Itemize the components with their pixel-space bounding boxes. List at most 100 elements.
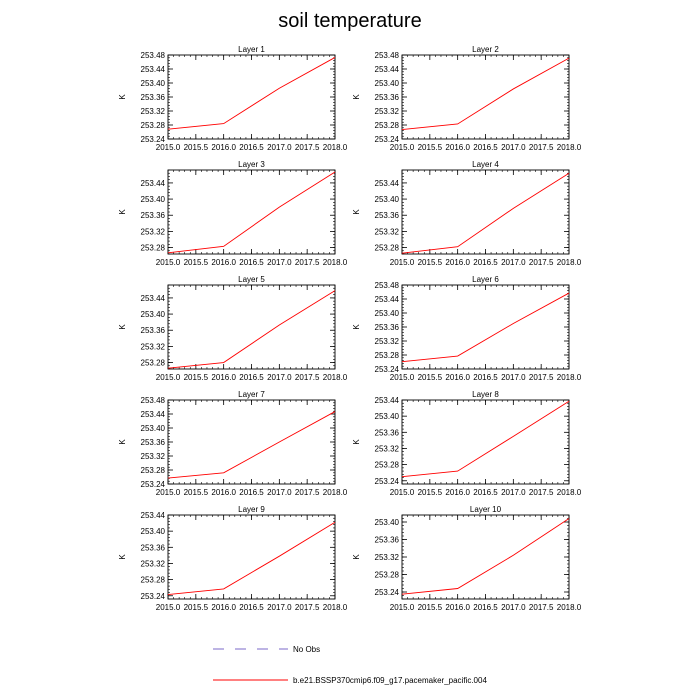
series-line — [401, 172, 570, 254]
y-tick-label: 253.36 — [375, 93, 400, 102]
y-tick-label: 253.32 — [375, 337, 400, 346]
plot-frame — [167, 169, 336, 255]
y-tick-label: 253.36 — [375, 536, 400, 545]
x-tick-label: 2017.5 — [295, 488, 320, 497]
y-tick-label: 253.40 — [375, 195, 400, 204]
x-tick-label: 2015.0 — [156, 488, 181, 497]
plot-frame — [167, 284, 336, 370]
x-tick-label: 2017.5 — [529, 488, 554, 497]
y-tick-label: 253.32 — [141, 452, 166, 461]
x-tick-label: 2016.0 — [211, 373, 236, 382]
x-tick-label: 2015.5 — [418, 603, 443, 612]
x-tick-label: 2017.5 — [529, 258, 554, 267]
y-tick-label: 253.24 — [375, 135, 400, 144]
y-tick-label: 253.28 — [375, 351, 400, 360]
x-tick-label: 2018.0 — [323, 143, 348, 152]
y-tick-label: 253.36 — [141, 543, 166, 552]
y-tick-label: 253.40 — [141, 527, 166, 536]
x-tick-label: 2016.0 — [211, 488, 236, 497]
x-tick-label: 2017.5 — [529, 373, 554, 382]
y-axis-label: K — [352, 439, 361, 445]
x-tick-label: 2015.5 — [184, 603, 209, 612]
y-tick-label: 253.44 — [141, 410, 166, 419]
x-tick-label: 2017.5 — [295, 143, 320, 152]
x-tick-label: 2016.0 — [445, 143, 470, 152]
x-tick-label: 2017.0 — [267, 603, 292, 612]
plot-frame — [401, 514, 570, 600]
x-tick-label: 2015.0 — [156, 258, 181, 267]
x-tick-label: 2017.0 — [501, 143, 526, 152]
y-tick-label: 253.44 — [375, 295, 400, 304]
y-tick-label: 253.44 — [375, 396, 400, 405]
x-tick-label: 2017.5 — [529, 143, 554, 152]
plot-frame — [167, 399, 336, 485]
x-tick-label: 2015.5 — [418, 488, 443, 497]
y-tick-label: 253.40 — [375, 309, 400, 318]
panel-title: Layer 4 — [472, 160, 499, 169]
y-tick-label: 253.32 — [141, 559, 166, 568]
y-axis-label: K — [118, 94, 127, 100]
y-tick-label: 253.28 — [375, 121, 400, 130]
x-tick-label: 2015.5 — [418, 373, 443, 382]
y-tick-label: 253.44 — [375, 65, 400, 74]
plot-frame — [167, 514, 336, 600]
panel-title: Layer 10 — [470, 505, 502, 514]
x-tick-label: 2015.0 — [156, 373, 181, 382]
y-tick-label: 253.36 — [375, 428, 400, 437]
x-tick-label: 2016.5 — [473, 488, 498, 497]
figure-title: soil temperature — [278, 10, 421, 32]
x-tick-label: 2018.0 — [557, 258, 582, 267]
y-tick-label: 253.36 — [375, 323, 400, 332]
series-line — [167, 290, 336, 369]
y-tick-label: 253.32 — [141, 107, 166, 116]
x-tick-label: 2015.0 — [390, 488, 415, 497]
x-tick-label: 2017.5 — [295, 373, 320, 382]
y-tick-label: 253.44 — [141, 294, 166, 303]
y-tick-label: 253.40 — [141, 79, 166, 88]
y-axis-label: K — [118, 324, 127, 330]
x-tick-label: 2018.0 — [557, 373, 582, 382]
y-axis-label: K — [352, 324, 361, 330]
y-tick-label: 253.32 — [375, 444, 400, 453]
x-tick-label: 2015.5 — [184, 373, 209, 382]
series-line — [167, 411, 336, 479]
x-tick-label: 2015.0 — [390, 373, 415, 382]
x-tick-label: 2016.0 — [445, 603, 470, 612]
y-tick-label: 253.40 — [375, 79, 400, 88]
panel-title: Layer 2 — [472, 45, 499, 54]
y-tick-label: 253.32 — [141, 227, 166, 236]
panel-title: Layer 1 — [238, 45, 265, 54]
y-tick-label: 253.36 — [141, 211, 166, 220]
y-axis-label: K — [118, 554, 127, 560]
y-tick-label: 253.44 — [141, 511, 166, 520]
y-axis-label: K — [352, 209, 361, 215]
x-tick-label: 2015.5 — [418, 143, 443, 152]
x-tick-label: 2016.0 — [445, 258, 470, 267]
x-tick-label: 2016.0 — [445, 373, 470, 382]
y-axis-label: K — [118, 439, 127, 445]
y-tick-label: 253.48 — [141, 396, 166, 405]
y-tick-label: 253.24 — [375, 477, 400, 486]
x-tick-label: 2018.0 — [557, 143, 582, 152]
y-tick-label: 253.36 — [141, 326, 166, 335]
y-tick-label: 253.44 — [141, 65, 166, 74]
y-axis-label: K — [352, 94, 361, 100]
plot-frame — [401, 399, 570, 485]
x-tick-label: 2018.0 — [323, 258, 348, 267]
x-tick-label: 2016.5 — [239, 258, 264, 267]
series-line — [401, 292, 570, 363]
series-line — [167, 521, 336, 596]
y-tick-label: 253.28 — [375, 461, 400, 470]
x-tick-label: 2016.5 — [239, 603, 264, 612]
y-tick-label: 253.48 — [375, 281, 400, 290]
y-tick-label: 253.32 — [141, 342, 166, 351]
y-tick-label: 253.28 — [141, 244, 166, 253]
y-tick-label: 253.40 — [141, 195, 166, 204]
x-tick-label: 2015.5 — [184, 488, 209, 497]
y-axis-label: K — [118, 209, 127, 215]
